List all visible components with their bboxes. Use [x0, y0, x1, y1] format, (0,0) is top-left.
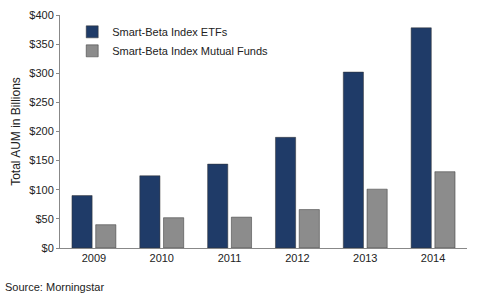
svg-text:$250: $250 [29, 96, 53, 108]
svg-text:Source: Morningstar: Source: Morningstar [5, 281, 104, 293]
svg-text:2011: 2011 [218, 252, 242, 264]
svg-text:$0: $0 [42, 242, 54, 254]
svg-text:Smart-Beta Index Mutual Funds: Smart-Beta Index Mutual Funds [112, 45, 268, 57]
svg-text:$300: $300 [29, 67, 53, 79]
svg-text:$100: $100 [29, 184, 53, 196]
svg-text:$50: $50 [35, 213, 53, 225]
svg-text:$150: $150 [29, 154, 53, 166]
svg-text:2014: 2014 [421, 252, 445, 264]
svg-text:2013: 2013 [353, 252, 377, 264]
svg-text:2009: 2009 [82, 252, 106, 264]
svg-text:$400: $400 [29, 9, 53, 21]
svg-text:$200: $200 [29, 125, 53, 137]
svg-text:Smart-Beta Index ETFs: Smart-Beta Index ETFs [112, 26, 227, 38]
svg-text:$350: $350 [29, 38, 53, 50]
svg-text:2012: 2012 [285, 252, 309, 264]
svg-text:2010: 2010 [150, 252, 174, 264]
svg-text:Total AUM in Billions: Total AUM in Billions [9, 77, 23, 186]
